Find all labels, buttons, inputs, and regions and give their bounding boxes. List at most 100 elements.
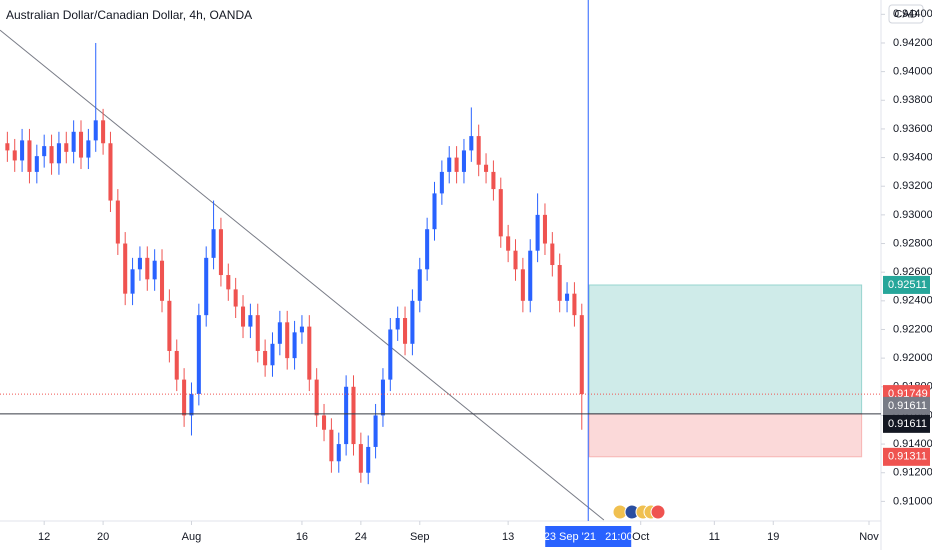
candle-body	[174, 350, 179, 380]
candle-body	[49, 146, 54, 164]
candle-body	[34, 156, 39, 172]
candle-body	[322, 415, 327, 430]
candle-body	[351, 386, 356, 445]
candle-body	[476, 136, 481, 165]
candle-body	[108, 143, 113, 201]
stop-price-label-box	[883, 447, 930, 466]
candle-body	[182, 379, 187, 416]
trendline	[0, 29, 605, 521]
stop-price-label: 0.91311	[888, 451, 927, 463]
stop-zone	[588, 413, 863, 458]
x-tick-label: 19	[767, 531, 779, 543]
candle-body	[513, 250, 518, 270]
candle-body	[196, 315, 201, 394]
candle-body	[56, 143, 61, 164]
candle-body	[299, 326, 304, 333]
currency-label[interactable]: CAD	[894, 8, 917, 20]
candle-body	[159, 260, 165, 301]
candle-body	[152, 260, 157, 280]
candle-body	[12, 150, 17, 161]
candle-body	[572, 293, 577, 316]
candle-body	[380, 379, 385, 416]
candle-body	[78, 131, 84, 158]
candle-body	[204, 257, 209, 316]
entry-price-label: 0.91611	[888, 400, 927, 412]
candle-body	[211, 229, 216, 258]
crosshair-price-label-box	[883, 414, 930, 433]
candle-body	[417, 269, 422, 301]
y-tick-label: 0.93600	[893, 123, 932, 135]
y-tick-label: 0.94000	[893, 66, 932, 78]
candle-body	[506, 236, 511, 251]
candle-body	[484, 164, 489, 172]
candle-body	[358, 444, 363, 473]
x-tick-label: 20	[97, 531, 109, 543]
candle-body	[498, 189, 503, 237]
candle-body	[189, 393, 194, 416]
currency-box[interactable]	[888, 4, 924, 24]
candle-body	[42, 146, 47, 157]
crosshair-time-label: 23 Sep '21 21:00	[544, 531, 633, 543]
candle-body	[344, 386, 349, 445]
candle-body	[314, 379, 319, 416]
candle-body	[226, 275, 231, 290]
candle-body	[542, 214, 547, 244]
candle-body	[20, 140, 25, 161]
candle-body	[425, 229, 430, 270]
y-tick-label: 0.91000	[893, 495, 932, 507]
x-tick-label: Oct	[632, 531, 649, 543]
candle-body	[137, 257, 142, 270]
candle-body	[27, 140, 32, 172]
candle-body	[579, 315, 584, 395]
y-tick-label: 0.93800	[893, 94, 932, 106]
candle-body	[403, 318, 408, 344]
candle-body	[439, 171, 444, 194]
candle-body	[233, 289, 238, 307]
candle-body	[167, 300, 172, 351]
candle-body	[241, 306, 246, 327]
candle-body	[550, 243, 555, 266]
x-tick-label: 11	[709, 531, 720, 543]
event-icons[interactable]	[612, 504, 666, 520]
candle-body	[432, 193, 437, 230]
candle-body	[292, 332, 297, 359]
event-icon[interactable]	[650, 504, 666, 520]
candle-body	[115, 200, 120, 244]
y-tick-label: 0.92800	[893, 237, 932, 249]
candle-body	[461, 150, 466, 172]
x-tick-label: Aug	[182, 531, 202, 543]
candle-body	[336, 444, 341, 462]
crosshair-price-label: 0.91611	[888, 418, 927, 430]
candle-body	[388, 329, 393, 380]
target-price-label: 0.92511	[888, 279, 927, 291]
candle-body	[130, 269, 135, 294]
x-tick-label: 12	[38, 531, 50, 543]
y-tick-label: 0.93200	[893, 180, 932, 192]
candle-body	[277, 322, 282, 344]
candle-body	[395, 318, 400, 330]
entry-price-label-box	[883, 396, 930, 415]
candle-body	[557, 265, 562, 301]
y-tick-label: 0.92600	[893, 266, 932, 278]
candle-body	[255, 315, 260, 351]
x-tick-label: Sep	[410, 531, 430, 543]
candle-body	[307, 326, 312, 380]
candle-body	[263, 350, 268, 366]
candle-body	[218, 229, 223, 276]
candle-body	[270, 343, 275, 366]
target-price-label-box	[883, 275, 930, 294]
y-tick-label: 0.94200	[893, 37, 932, 49]
candle-body	[248, 315, 253, 327]
candle-body	[520, 269, 525, 301]
candle-body	[373, 415, 378, 447]
y-tick-label: 0.92400	[893, 295, 932, 307]
y-tick-label: 0.91400	[893, 438, 932, 450]
candle-body	[93, 120, 98, 141]
candle-body	[101, 120, 106, 144]
target-zone	[588, 284, 863, 415]
candle-body	[469, 136, 474, 151]
y-tick-label: 0.93400	[893, 151, 932, 163]
crosshair-time-box	[545, 526, 632, 547]
candle-body	[366, 446, 371, 473]
